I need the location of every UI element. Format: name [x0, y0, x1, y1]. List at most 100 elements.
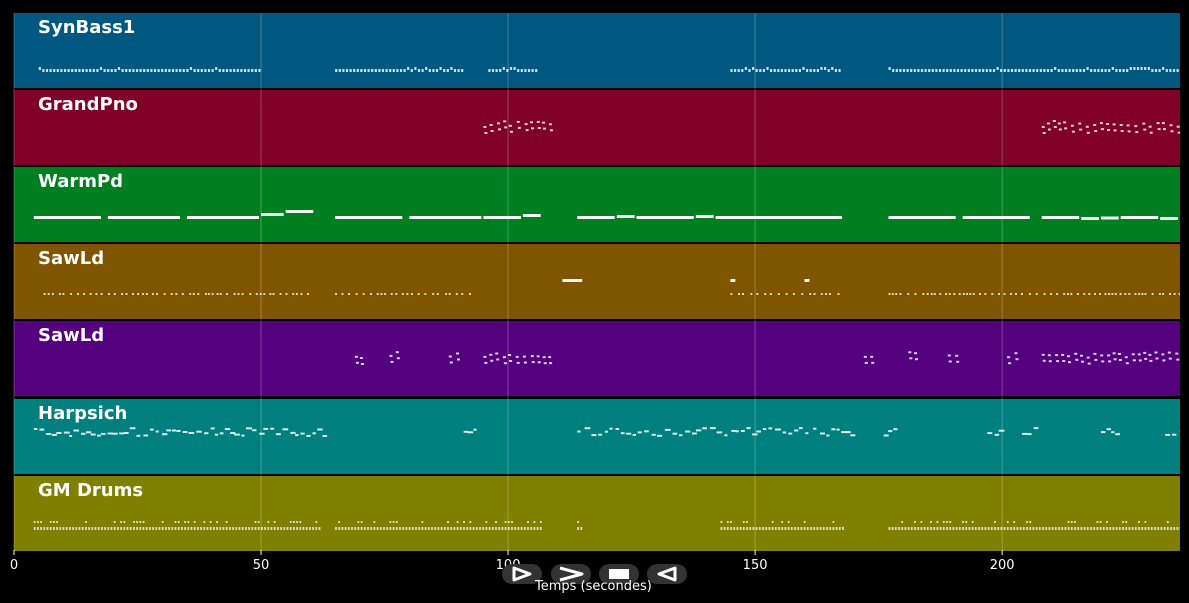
track-lane[interactable]: SawLd — [14, 244, 1180, 319]
track-name: Harpsich — [38, 403, 128, 424]
note — [275, 433, 281, 436]
note — [1081, 217, 1099, 220]
note — [495, 69, 498, 72]
note — [174, 527, 177, 530]
note — [1115, 433, 1120, 436]
note — [1176, 527, 1179, 530]
note — [367, 69, 370, 72]
note — [1014, 69, 1017, 72]
note — [1094, 293, 1096, 295]
note — [273, 527, 276, 530]
note — [530, 121, 533, 124]
stop-button[interactable] — [599, 564, 639, 584]
track-lane[interactable]: GrandPno — [14, 90, 1180, 165]
note — [376, 527, 379, 530]
note — [211, 69, 214, 72]
note — [466, 527, 469, 530]
note — [176, 430, 181, 432]
note — [752, 433, 758, 436]
note — [1067, 355, 1070, 358]
note — [827, 69, 830, 72]
note — [230, 432, 236, 434]
note — [978, 69, 981, 72]
tick-label: 150 — [742, 558, 768, 573]
note — [888, 430, 893, 433]
note — [354, 355, 358, 358]
note — [1086, 356, 1090, 359]
note — [802, 67, 805, 70]
note — [200, 527, 202, 530]
note — [577, 521, 579, 523]
note — [1106, 123, 1110, 125]
note — [1120, 216, 1159, 219]
note — [1107, 129, 1111, 131]
track-lane[interactable]: Harpsich — [14, 399, 1180, 474]
note — [1104, 293, 1107, 295]
note — [836, 428, 840, 431]
note — [129, 527, 132, 530]
note — [1128, 527, 1131, 530]
note — [182, 69, 185, 72]
note — [720, 527, 723, 530]
note — [1013, 527, 1016, 530]
note — [771, 521, 774, 523]
note — [949, 527, 952, 530]
track-lane[interactable]: SynBass1 — [14, 13, 1180, 88]
note — [730, 527, 732, 530]
note — [219, 432, 224, 435]
note — [475, 527, 478, 530]
note — [907, 293, 910, 295]
note — [509, 360, 513, 362]
note — [953, 69, 956, 72]
note — [1114, 293, 1117, 295]
note — [1047, 128, 1051, 131]
note — [1088, 293, 1091, 295]
note — [395, 293, 398, 295]
note — [548, 123, 552, 126]
note — [1170, 527, 1172, 530]
note — [270, 427, 275, 430]
note — [181, 527, 183, 530]
note — [771, 527, 774, 530]
note — [930, 527, 932, 530]
note — [86, 431, 92, 434]
track-lane[interactable]: SawLd — [14, 321, 1180, 396]
note — [1169, 293, 1171, 295]
note — [1046, 122, 1050, 125]
note — [33, 216, 101, 219]
note — [730, 69, 733, 72]
play-button[interactable] — [502, 564, 542, 584]
note — [233, 293, 236, 295]
tick-label: 50 — [252, 558, 270, 573]
note — [909, 357, 913, 360]
track-lane[interactable]: WarmPd — [14, 167, 1180, 242]
note — [296, 527, 298, 530]
note — [797, 527, 800, 530]
note — [1086, 131, 1090, 134]
note — [1138, 527, 1140, 530]
note — [536, 355, 540, 358]
note — [509, 67, 513, 70]
note — [380, 293, 383, 295]
note — [914, 293, 917, 295]
track-name: SawLd — [38, 248, 105, 269]
forward-button[interactable] — [551, 564, 591, 584]
note — [1021, 69, 1024, 72]
note — [440, 527, 443, 530]
note — [784, 69, 787, 72]
note — [139, 521, 142, 523]
note — [962, 293, 965, 295]
note — [955, 354, 959, 357]
note — [161, 521, 164, 523]
note — [89, 293, 92, 295]
note — [396, 69, 399, 72]
note — [523, 527, 526, 530]
note — [955, 527, 958, 530]
rewind-button[interactable] — [647, 564, 687, 584]
note — [1138, 293, 1141, 295]
note — [914, 527, 916, 530]
note — [174, 521, 177, 523]
track-lane[interactable]: GM Drums — [14, 476, 1180, 551]
note — [1041, 216, 1080, 219]
note — [100, 293, 103, 295]
